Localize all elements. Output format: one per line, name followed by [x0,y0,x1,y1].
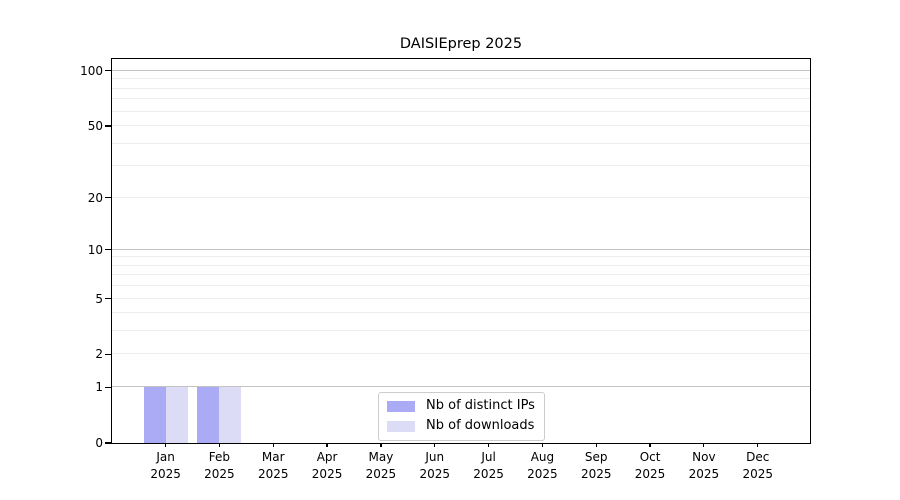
y-tick-mark-50 [105,125,111,127]
x-tick-month: Aug [530,450,555,464]
x-tick-mark-mar [272,443,274,447]
minor-gridline-y2 [112,353,810,355]
x-tick-month: Feb [208,450,231,464]
x-tick-month: Jul [481,450,496,464]
x-tick-month: Dec [746,450,770,464]
x-tick-month: Apr [316,450,338,464]
x-tick-mark-feb [218,443,221,447]
y-tick-mark-2 [105,353,111,355]
x-tick-month: Jun [425,450,445,464]
legend-swatch-icon [387,400,415,412]
x-tick-month: Nov [692,450,716,464]
legend: Nb of distinct IPs Nb of downloads [378,392,545,441]
y-tick-label-100: 100 [80,63,103,78]
x-tick-mark-oct [649,443,651,447]
x-tick-label-feb: Feb 2025 [184,449,254,483]
x-tick-mark-jan [165,443,167,447]
minor-gridline-y7 [112,274,810,276]
y-tick-mark-20 [105,196,111,199]
minor-gridline-y70 [112,98,810,100]
y-tick-label-2: 2 [95,347,103,362]
x-tick-year: 2025 [257,467,289,481]
x-tick-year: 2025 [580,467,612,481]
minor-gridline-y8 [112,264,810,266]
x-tick-year: 2025 [688,467,720,481]
x-tick-year: 2025 [419,467,451,481]
y-tick-label-10: 10 [87,242,103,257]
x-tick-mark-jul [487,443,490,447]
bar-downloads-feb [219,387,242,443]
x-tick-year: 2025 [204,467,235,481]
bar-downloads-jan [165,387,188,443]
x-tick-year: 2025 [365,467,397,481]
major-gridline-y100 [112,69,810,71]
x-tick-year: 2025 [742,467,773,481]
minor-gridline-y9 [112,256,810,258]
y-tick-mark-5 [105,297,111,300]
x-tick-label-dec: Dec 2025 [723,449,793,483]
major-gridline-y1 [112,386,810,388]
minor-gridline-y30 [112,165,810,167]
y-tick-label-20: 20 [87,190,103,205]
x-tick-mark-jun [434,443,436,447]
legend-item: Nb of distinct IPs [387,398,535,414]
x-tick-year: 2025 [311,467,343,481]
x-tick-mark-dec [757,443,759,447]
minor-gridline-y60 [112,110,810,112]
x-tick-label-apr: Apr 2025 [292,449,362,483]
minor-gridline-y4 [112,312,810,314]
x-tick-month: Mar [261,450,285,464]
minor-gridline-y90 [112,78,810,80]
plot-area: Nb of distinct IPs Nb of downloads [111,58,811,444]
x-tick-label-sep: Sep 2025 [561,449,631,483]
x-tick-month: May [368,450,394,464]
minor-gridline-y50 [112,124,810,126]
legend-swatch-icon [387,420,415,432]
y-tick-mark-0 [105,442,111,444]
minor-gridline-y6 [112,285,810,287]
major-gridline-y10 [112,248,810,250]
x-tick-month: Oct [639,450,661,464]
minor-gridline-y20 [112,196,810,198]
x-tick-label-aug: Aug 2025 [507,449,577,483]
y-tick-label-5: 5 [95,291,103,306]
y-tick-mark-10 [105,249,111,251]
x-tick-mark-may [380,443,382,447]
x-tick-mark-nov [703,443,705,447]
y-tick-label-0: 0 [95,436,103,450]
x-tick-year: 2025 [634,467,666,481]
bar-distinct-ips-jan [143,387,166,443]
minor-gridline-y5 [112,297,810,299]
legend-label: Nb of downloads [426,418,535,433]
chart-title: DAISIEprep 2025 [399,36,523,52]
x-tick-year: 2025 [473,467,504,481]
x-tick-year: 2025 [150,467,181,481]
x-tick-month: Sep [584,450,608,464]
x-tick-label-mar: Mar 2025 [238,449,308,483]
legend-item: Nb of downloads [387,418,535,434]
x-tick-month: Jan [156,450,175,464]
y-tick-mark-1 [105,386,111,388]
x-tick-label-oct: Oct 2025 [615,449,685,483]
y-tick-mark-100 [105,70,111,72]
x-tick-label-jun: Jun 2025 [400,449,470,483]
y-tick-label-1: 1 [95,380,103,395]
minor-gridline-y40 [112,142,810,144]
x-tick-label-jan: Jan 2025 [131,449,201,483]
minor-gridline-y3 [112,330,810,332]
y-tick-label-50: 50 [87,118,103,133]
x-tick-year: 2025 [527,467,558,481]
minor-gridline-y80 [112,87,810,89]
x-tick-label-nov: Nov 2025 [669,449,739,483]
x-tick-mark-aug [541,443,543,447]
x-tick-label-jul: Jul 2025 [454,449,524,483]
x-tick-mark-sep [595,443,597,447]
legend-label: Nb of distinct IPs [426,398,535,413]
x-tick-mark-apr [326,443,328,447]
x-tick-label-may: May 2025 [346,449,416,483]
bar-distinct-ips-feb [197,387,220,443]
